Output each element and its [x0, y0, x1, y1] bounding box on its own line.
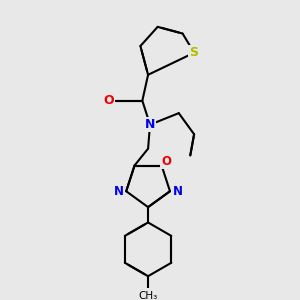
Text: N: N: [172, 185, 183, 198]
Text: S: S: [190, 46, 199, 59]
Text: N: N: [113, 185, 124, 198]
Text: O: O: [103, 94, 114, 107]
Text: CH₃: CH₃: [139, 291, 158, 300]
Text: O: O: [161, 155, 171, 168]
Text: N: N: [145, 118, 155, 131]
